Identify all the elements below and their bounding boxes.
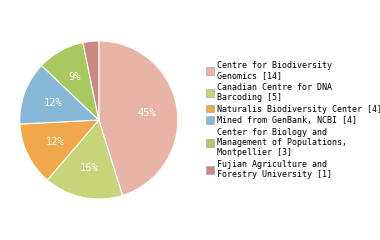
Text: 12%: 12% — [43, 98, 62, 108]
Text: 45%: 45% — [138, 108, 157, 118]
Text: 9%: 9% — [69, 72, 81, 82]
Text: 16%: 16% — [79, 163, 98, 173]
Text: 12%: 12% — [46, 137, 64, 147]
Wedge shape — [48, 120, 122, 199]
Wedge shape — [99, 41, 178, 195]
Wedge shape — [41, 42, 99, 120]
Wedge shape — [83, 41, 99, 120]
Wedge shape — [20, 66, 99, 124]
Wedge shape — [20, 120, 99, 180]
Legend: Centre for Biodiversity
Genomics [14], Canadian Centre for DNA
Barcoding [5], Na: Centre for Biodiversity Genomics [14], C… — [206, 61, 380, 179]
